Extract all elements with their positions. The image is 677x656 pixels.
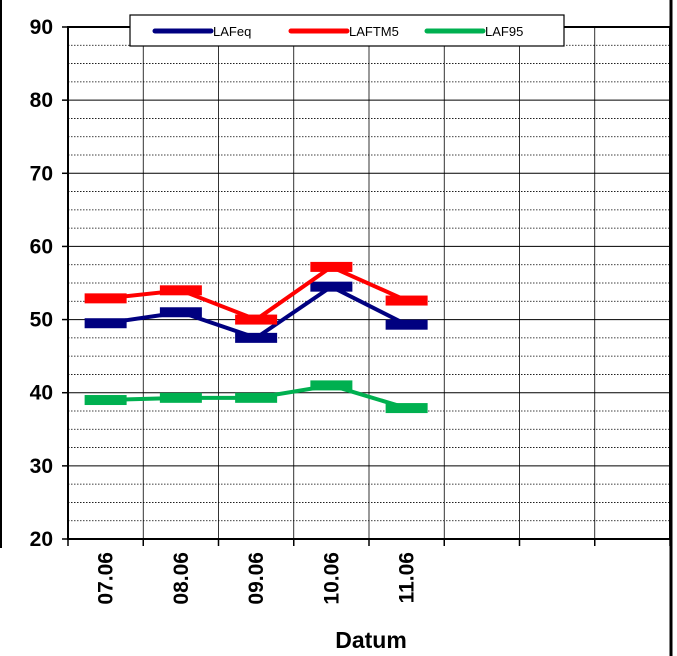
x-tick-label: 11.06 <box>396 552 419 603</box>
data-point-marker <box>235 314 278 325</box>
series-laf95 <box>84 380 428 414</box>
y-tick-label: 80 <box>30 89 53 112</box>
data-point-marker <box>159 307 202 318</box>
y-tick-label: 50 <box>30 309 53 332</box>
x-tick-label: 08.06 <box>170 552 193 605</box>
y-tick-label: 70 <box>30 162 53 185</box>
legend: LAFeq LAFTM5 LAF95 <box>129 14 565 47</box>
gridlines <box>68 27 670 539</box>
y-tick-label: 30 <box>30 455 53 478</box>
data-point-marker <box>159 392 202 403</box>
x-tick-label: 07.06 <box>95 552 118 605</box>
series-lines <box>84 261 428 414</box>
x-axis-ticks: 07.06 08.06 09.06 10.06 11.06 <box>67 539 671 605</box>
x-tick-label: 10.06 <box>320 552 343 605</box>
data-point-marker <box>84 318 127 329</box>
data-point-marker <box>385 295 428 306</box>
data-point-marker <box>84 293 127 304</box>
y-axis-ticks: 20 30 40 50 60 70 80 90 <box>30 16 68 551</box>
data-point-marker <box>310 281 353 292</box>
data-point-marker <box>159 285 202 296</box>
series-laftm5 <box>84 261 428 325</box>
data-point-marker <box>310 380 353 391</box>
x-axis-label: Datum <box>335 627 407 653</box>
legend-label: LAFTM5 <box>349 24 399 39</box>
y-tick-label: 60 <box>30 235 53 258</box>
y-tick-label: 40 <box>30 382 53 405</box>
series-lafeq <box>84 281 428 343</box>
data-point-marker <box>235 392 278 403</box>
data-point-marker <box>385 403 428 414</box>
y-tick-label: 20 <box>30 528 53 551</box>
data-point-marker <box>310 261 353 272</box>
y-tick-label: 90 <box>30 16 53 39</box>
x-tick-label: 09.06 <box>245 552 268 605</box>
data-point-marker <box>235 332 278 343</box>
legend-label: LAFeq <box>213 24 251 39</box>
legend-label: LAF95 <box>485 24 523 39</box>
data-point-marker <box>385 319 428 330</box>
data-point-marker <box>84 395 127 406</box>
